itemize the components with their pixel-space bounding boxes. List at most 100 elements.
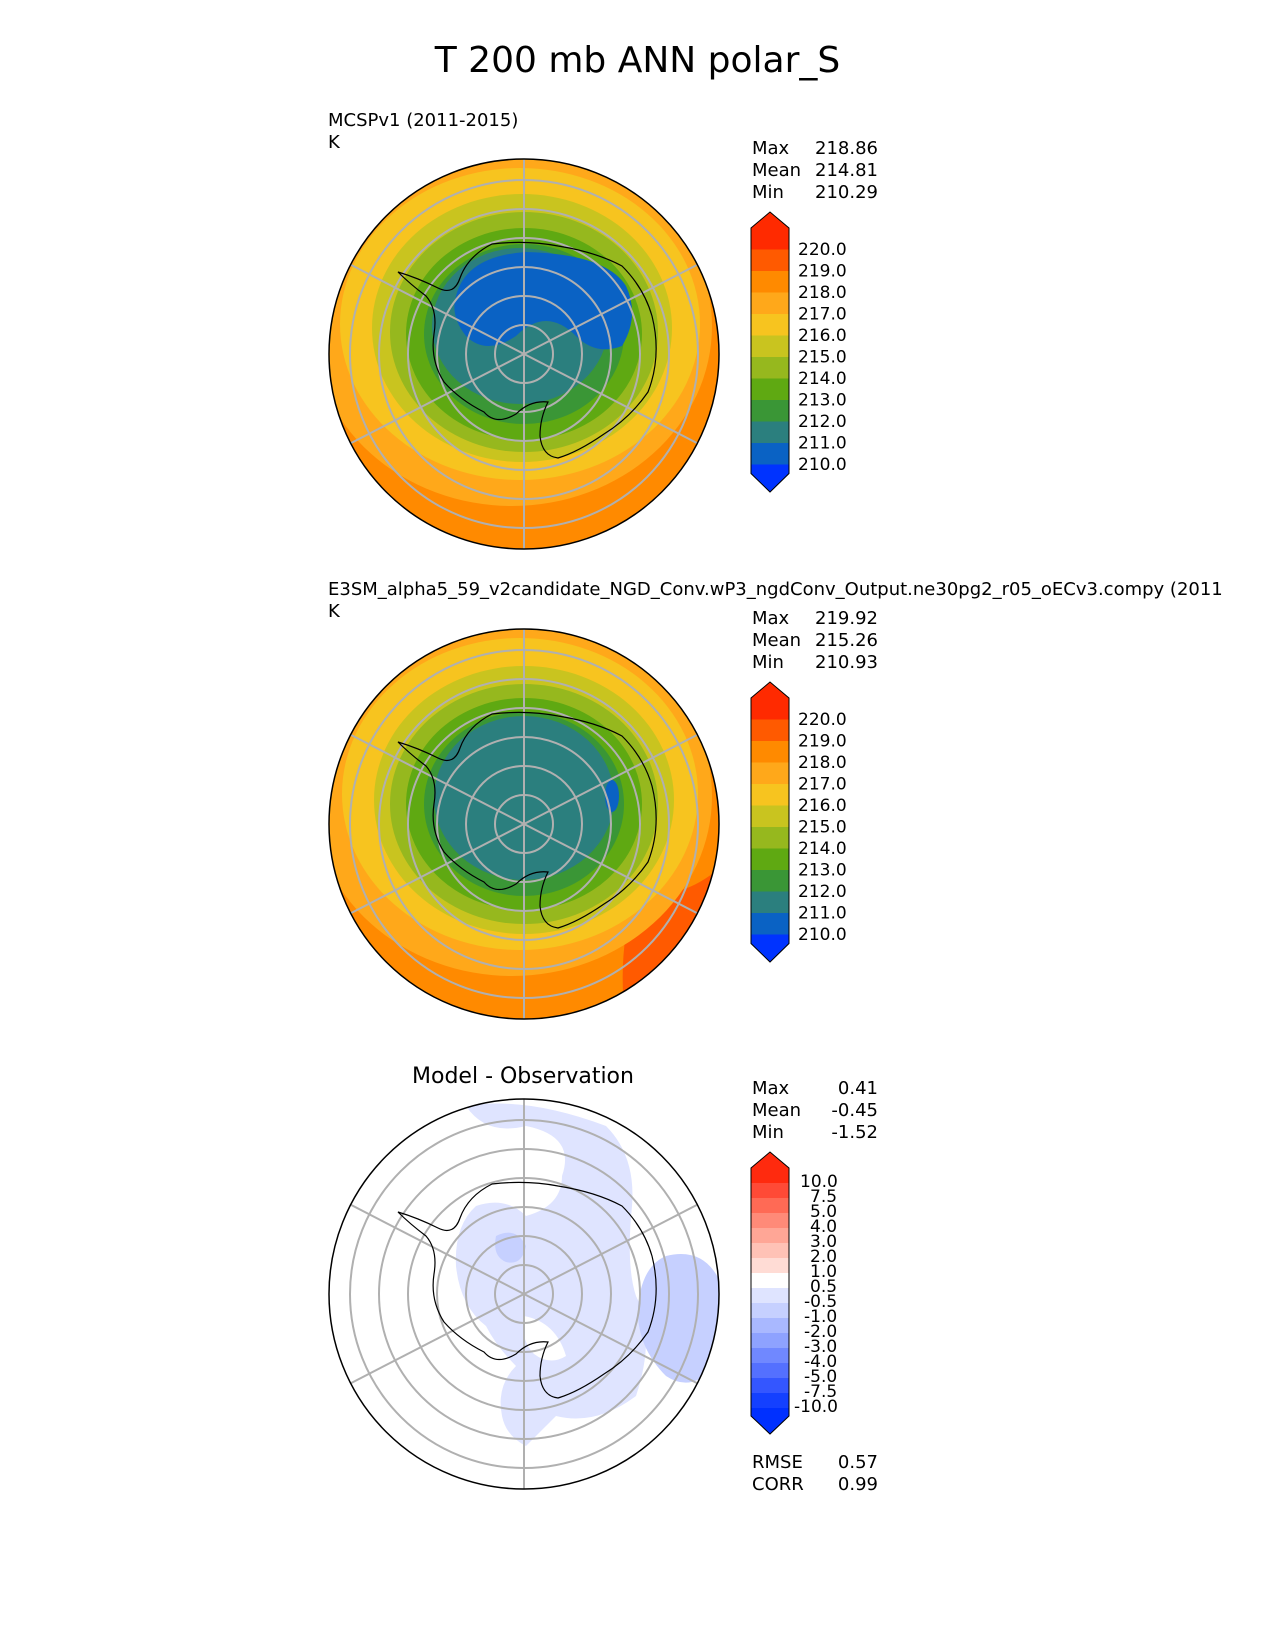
- metric-value: 0.57: [837, 1452, 878, 1473]
- colorbar-segment: [751, 228, 789, 250]
- colorbar-tick-label: -5.0: [804, 1367, 837, 1387]
- colorbar-segment: [751, 1273, 789, 1288]
- colorbar-segment: [751, 1363, 789, 1378]
- colorbar-segment: [751, 421, 789, 443]
- colorbar-segment: [751, 271, 789, 293]
- diff-stats: Max 0.41 Mean -0.45 Min -1.52: [752, 1078, 878, 1144]
- colorbar-tick-label: 215.0: [798, 818, 847, 838]
- colorbar-tick-label: 218.0: [798, 283, 847, 303]
- colorbar-segment: [751, 314, 789, 336]
- colorbar-tick-label: 4.0: [810, 1217, 837, 1237]
- stat-label: Max: [752, 1078, 790, 1099]
- field-band: [637, 1254, 719, 1383]
- figure-title: T 200 mb ANN polar_S: [434, 40, 841, 81]
- colorbar-tick-label: 213.0: [798, 861, 847, 881]
- colorbar-segment: [751, 1183, 789, 1198]
- colorbar-tick-label: 220.0: [798, 240, 847, 260]
- map-boundary: [328, 1098, 720, 1490]
- colorbar-tick-label: 10.0: [800, 1172, 838, 1192]
- colorbar-tick-label: -4.0: [804, 1352, 837, 1372]
- colorbar-segment: [751, 741, 789, 763]
- colorbar-segment: [751, 1348, 789, 1363]
- colorbar-segment: [751, 870, 789, 892]
- colorbar-tick-label: -2.0: [804, 1322, 837, 1342]
- stat-value: 210.29: [815, 182, 878, 203]
- colorbar-tick-label: 214.0: [798, 839, 847, 859]
- colorbar-segment: [751, 335, 789, 357]
- colorbar-tick-label: -10.0: [794, 1397, 838, 1417]
- colorbar-segment: [751, 784, 789, 806]
- stat-value: -0.45: [831, 1100, 878, 1121]
- graticule: [329, 629, 719, 1019]
- colorbar-tick-label: 216.0: [798, 326, 847, 346]
- colorbar-tick-label: 217.0: [798, 775, 847, 795]
- colorbar-segment: [751, 1393, 789, 1408]
- colorbar-tick-label: 216.0: [798, 796, 847, 816]
- colorbar-extend-bottom: [751, 473, 789, 492]
- colorbar-segment: [751, 848, 789, 870]
- panel1-stats: Max 218.86 Mean 214.81 Min 210.29: [752, 138, 878, 204]
- colorbar-segment: [751, 443, 789, 465]
- colorbar-segment: [751, 1198, 789, 1213]
- panel1-units: K: [328, 132, 340, 153]
- stat-value: 218.86: [815, 138, 878, 159]
- colorbar-outline: [750, 681, 790, 963]
- colorbar-extend-top: [751, 682, 789, 698]
- graticule: [329, 1099, 719, 1489]
- field-band: [455, 1103, 646, 1446]
- colorbar-tick-label: 2.0: [810, 1247, 837, 1267]
- stat-label: Mean: [752, 1100, 802, 1121]
- colorbar-tick-label: 217.0: [798, 305, 847, 325]
- colorbar-tick-label: 5.0: [810, 1202, 837, 1222]
- colorbar-segment: [751, 805, 789, 827]
- panel1-name: MCSPv1 (2011-2015): [328, 110, 519, 131]
- metric-value: 0.99: [837, 1474, 878, 1495]
- field-band: [523, 1316, 566, 1361]
- colorbar-extend-bottom: [751, 1416, 789, 1434]
- panel2-colorbar: 220.0 219.0 218.0 217.0 216.0 215.0 214.…: [750, 681, 847, 963]
- field-band: [454, 252, 633, 350]
- stat-label: Mean: [752, 630, 802, 651]
- colorbar-tick-label: -7.5: [804, 1382, 837, 1402]
- colorbar-tick-label: 218.0: [798, 753, 847, 773]
- colorbar-tick-label: 0.5: [810, 1277, 837, 1297]
- colorbar-tick-label: 213.0: [798, 391, 847, 411]
- colorbar-tick-label: -1.0: [804, 1307, 837, 1327]
- colorbar-extend-top: [751, 212, 789, 228]
- colorbar-tick-label: 214.0: [798, 369, 847, 389]
- colorbar-outline: [750, 211, 790, 493]
- colorbar-segment: [751, 1303, 789, 1318]
- colorbar-segment: [751, 1408, 789, 1416]
- stat-label: Max: [752, 608, 790, 629]
- stat-label: Min: [752, 652, 784, 673]
- panel1-colorbar: 220.0 219.0 218.0 217.0 216.0 215.0 214.…: [750, 211, 847, 493]
- colorbar-segment: [751, 1288, 789, 1303]
- panel2-title: E3SM_alpha5_59_v2candidate_NGD_Conv.wP3_…: [328, 579, 1223, 623]
- map-boundary: [328, 628, 720, 1020]
- colorbar-tick-label: 211.0: [798, 434, 847, 454]
- colorbar-tick-label: 210.0: [798, 925, 847, 945]
- graticule: [329, 159, 719, 549]
- stat-value: 0.41: [837, 1078, 878, 1099]
- colorbar-segment: [751, 1258, 789, 1273]
- panel1-polar-map: [328, 158, 720, 550]
- colorbar-tick-label: 210.0: [798, 455, 847, 475]
- colorbar-segment: [751, 1243, 789, 1258]
- colorbar-segment: [751, 1168, 789, 1183]
- stat-value: -1.52: [831, 1122, 878, 1143]
- colorbar-extend-bottom: [751, 943, 789, 962]
- diff-colorbar: 10.0 7.5 5.0 4.0 3.0 2.0 1.0 0.5 -0.5 -1…: [750, 1151, 838, 1435]
- colorbar-tick-label: 212.0: [798, 882, 847, 902]
- colorbar-segment: [751, 292, 789, 314]
- colorbar-segment: [751, 827, 789, 849]
- diff-polar-map: [328, 1098, 720, 1490]
- diff-metrics: RMSE 0.57 CORR 0.99: [752, 1452, 878, 1496]
- diff-panel-title: Model - Observation: [412, 1064, 634, 1089]
- colorbar-segment: [751, 378, 789, 400]
- stat-label: Min: [752, 1122, 784, 1143]
- colorbar-tick-label: -0.5: [804, 1292, 837, 1312]
- stat-value: 210.93: [815, 652, 878, 673]
- colorbar-segment: [751, 1333, 789, 1348]
- panel2-name: E3SM_alpha5_59_v2candidate_NGD_Conv.wP3_…: [328, 579, 1223, 600]
- colorbar-segment: [751, 698, 789, 720]
